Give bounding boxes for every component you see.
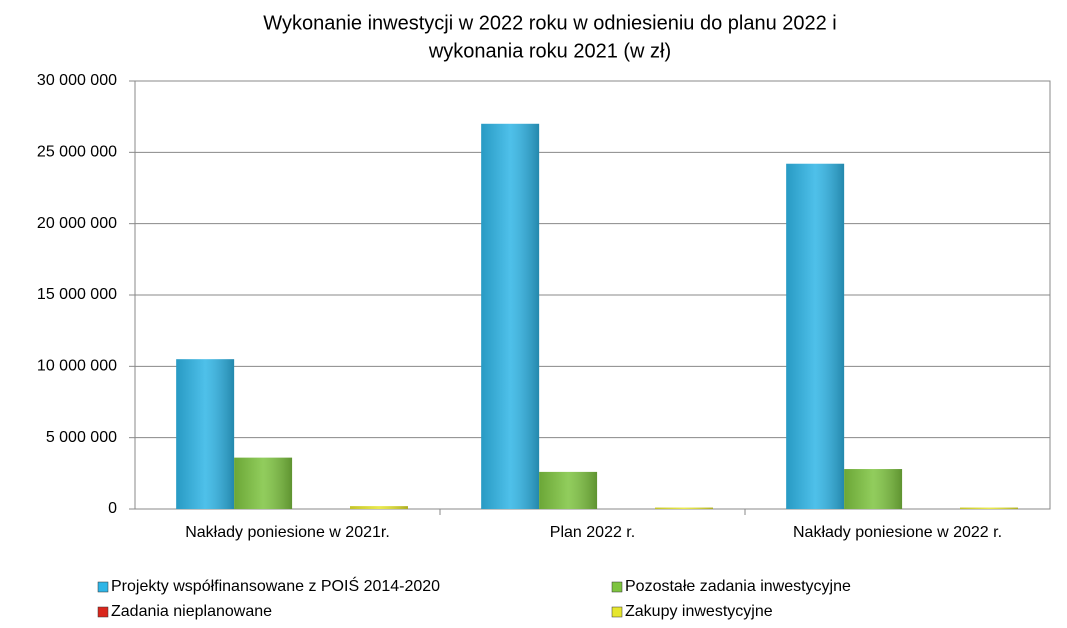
bar-shade: [960, 507, 1018, 509]
y-tick-label: 0: [108, 500, 117, 517]
bar-shade: [481, 123, 540, 510]
chart-title: Wykonanie inwestycji w 2022 roku w odnie…: [263, 12, 837, 34]
y-tick-label: 25 000 000: [37, 144, 117, 161]
y-tick-label: 10 000 000: [37, 358, 117, 375]
legend-label: Zakupy inwestycyjne: [625, 603, 773, 620]
legend-swatch: [97, 581, 109, 593]
x-tick-label: Nakłady poniesione w 2022 r.: [793, 524, 1002, 541]
legend-swatch: [611, 606, 623, 618]
y-tick-label: 15 000 000: [37, 286, 117, 303]
bar-shade: [786, 163, 845, 509]
chart-title: wykonania roku 2021 (w zł): [428, 40, 671, 62]
legend-label: Zadania nieplanowane: [111, 603, 272, 620]
bar-shade: [234, 457, 293, 509]
y-tick-label: 5 000 000: [46, 429, 117, 446]
bar-shade: [844, 469, 903, 509]
y-tick-label: 20 000 000: [37, 215, 117, 232]
legend-label: Projekty współfinansowane z POIŚ 2014-20…: [111, 576, 440, 595]
bar-shade: [176, 359, 235, 509]
y-tick-label: 30 000 000: [37, 72, 117, 89]
legend-label: Pozostałe zadania inwestycyjne: [625, 578, 851, 595]
bar-shade: [539, 471, 598, 509]
legend-swatch: [97, 606, 109, 618]
bar-shade: [655, 507, 713, 509]
legend-swatch: [611, 581, 623, 593]
x-tick-label: Nakłady poniesione w 2021r.: [185, 524, 390, 541]
bar-shade: [350, 506, 408, 509]
x-tick-label: Plan 2022 r.: [550, 524, 635, 541]
